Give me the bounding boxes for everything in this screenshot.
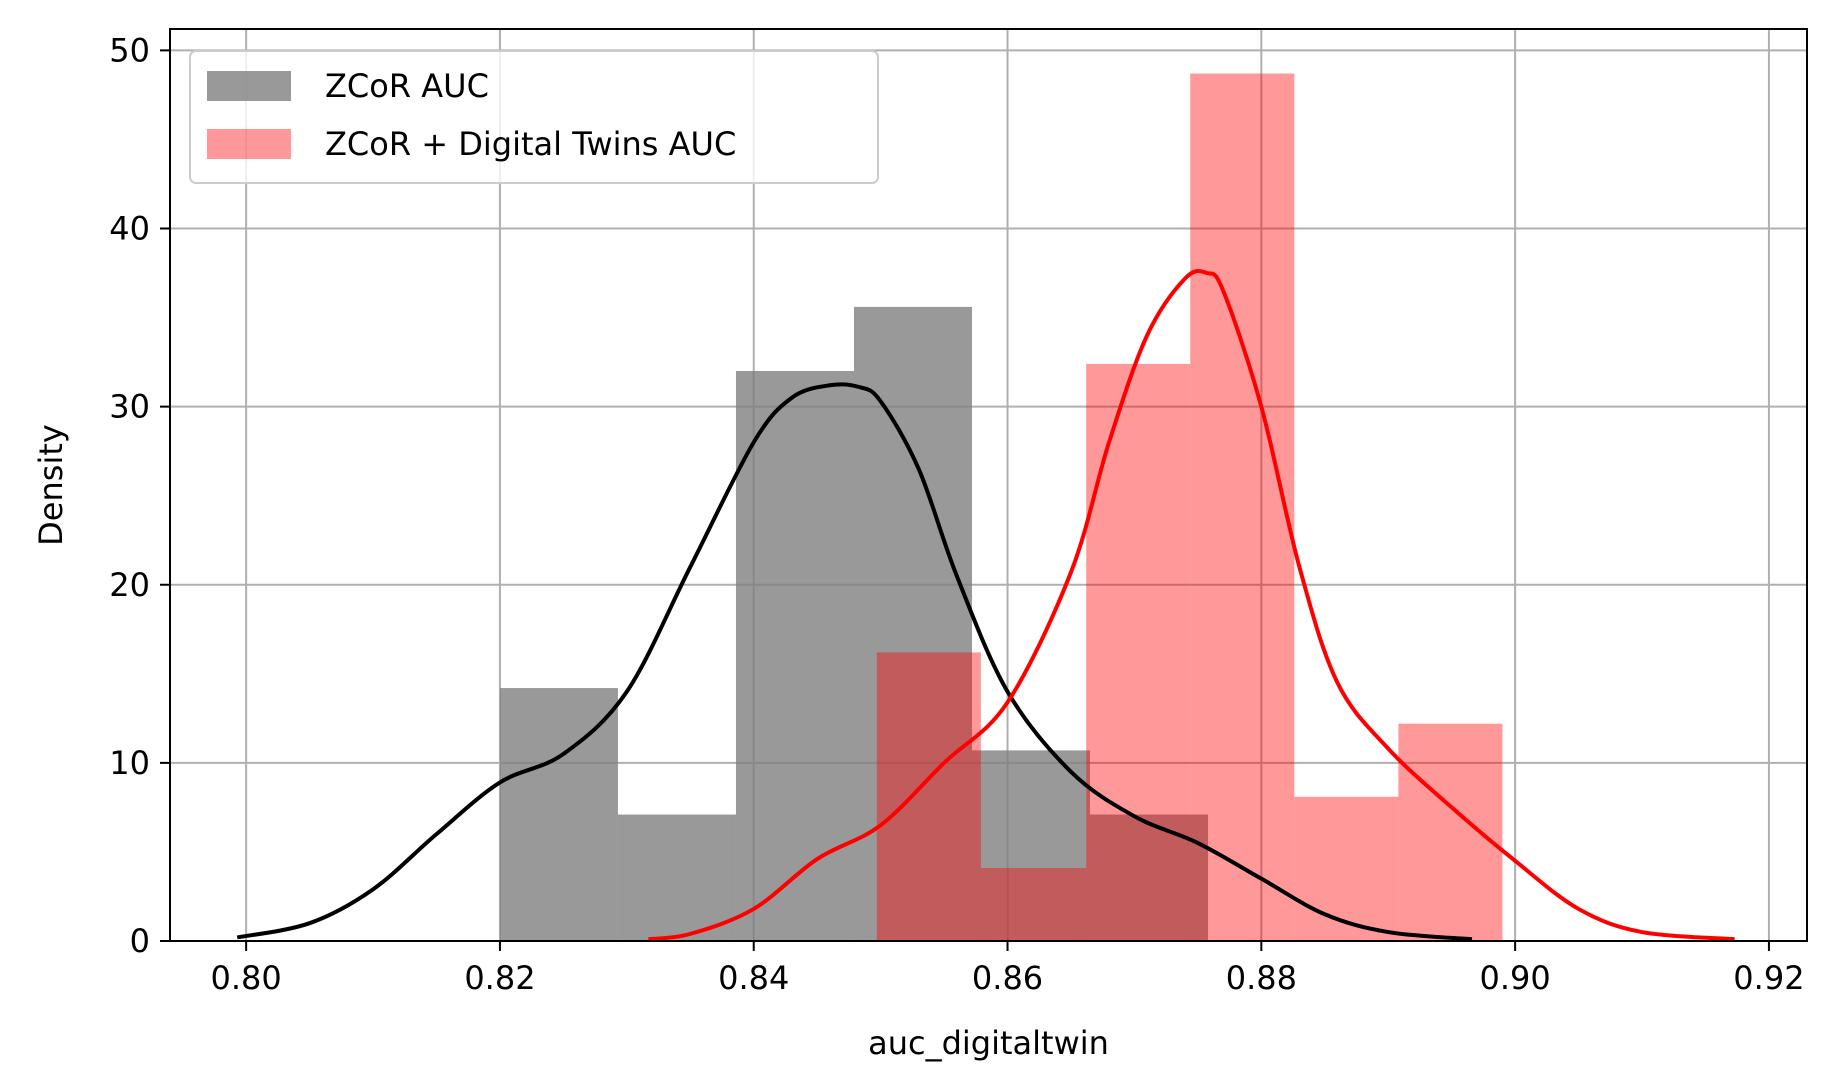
kde-line-0 (236, 382, 1473, 942)
y-tick-label-3: 30 (109, 388, 150, 426)
y-tick-label-1: 10 (109, 744, 150, 782)
bar-series0-bin4 (972, 750, 1091, 941)
bar-series1-bin5 (1398, 723, 1503, 941)
bar-series0-bin0 (499, 688, 618, 941)
x-axis-label: auc_digitaltwin (868, 1024, 1109, 1062)
legend-label-zcor: ZCoR AUC (325, 67, 489, 105)
bar-series0-bin3 (853, 306, 973, 941)
legend-swatch-zcor (207, 71, 291, 101)
legend-label-zcor-digital-twins: ZCoR + Digital Twins AUC (325, 125, 736, 163)
y-tick-label-0: 0 (130, 922, 150, 960)
y-tick-label-2: 20 (109, 566, 150, 604)
plot-frame (169, 28, 1808, 942)
legend-swatch-zcor-digital-twins (207, 129, 291, 159)
bar-series1-bin4 (1294, 796, 1399, 941)
kde-line-1 (648, 269, 1735, 942)
bar-series0-bin5 (1090, 814, 1209, 941)
y-tick-label-4: 40 (109, 210, 150, 248)
bar-series1-bin0 (876, 652, 981, 941)
x-tick-label-6: 0.92 (1733, 959, 1804, 997)
x-tick-label-5: 0.90 (1480, 959, 1551, 997)
y-axis-ticks: 0 10 20 30 40 50 (109, 31, 170, 960)
density-curves (236, 269, 1735, 942)
bar-series0-bin1 (617, 814, 736, 941)
x-tick-label-2: 0.84 (718, 959, 789, 997)
x-tick-label-3: 0.86 (972, 959, 1043, 997)
x-axis-ticks: 0.80 0.82 0.84 0.86 0.88 0.90 0.92 (211, 941, 1805, 997)
y-tick-label-5: 50 (109, 31, 150, 69)
legend-box (189, 50, 879, 184)
y-axis-label: Density (32, 424, 70, 546)
bar-series1-bin1 (980, 867, 1087, 941)
bar-series0-bin2 (735, 371, 854, 941)
histogram-bars (499, 73, 1503, 941)
bar-series1-bin3 (1190, 73, 1295, 941)
bar-series1-bin2 (1086, 363, 1191, 941)
x-tick-label-1: 0.82 (464, 959, 535, 997)
x-tick-label-0: 0.80 (211, 959, 282, 997)
x-tick-label-4: 0.88 (1226, 959, 1297, 997)
legend: ZCoR AUC ZCoR + Digital Twins AUC (189, 50, 879, 184)
